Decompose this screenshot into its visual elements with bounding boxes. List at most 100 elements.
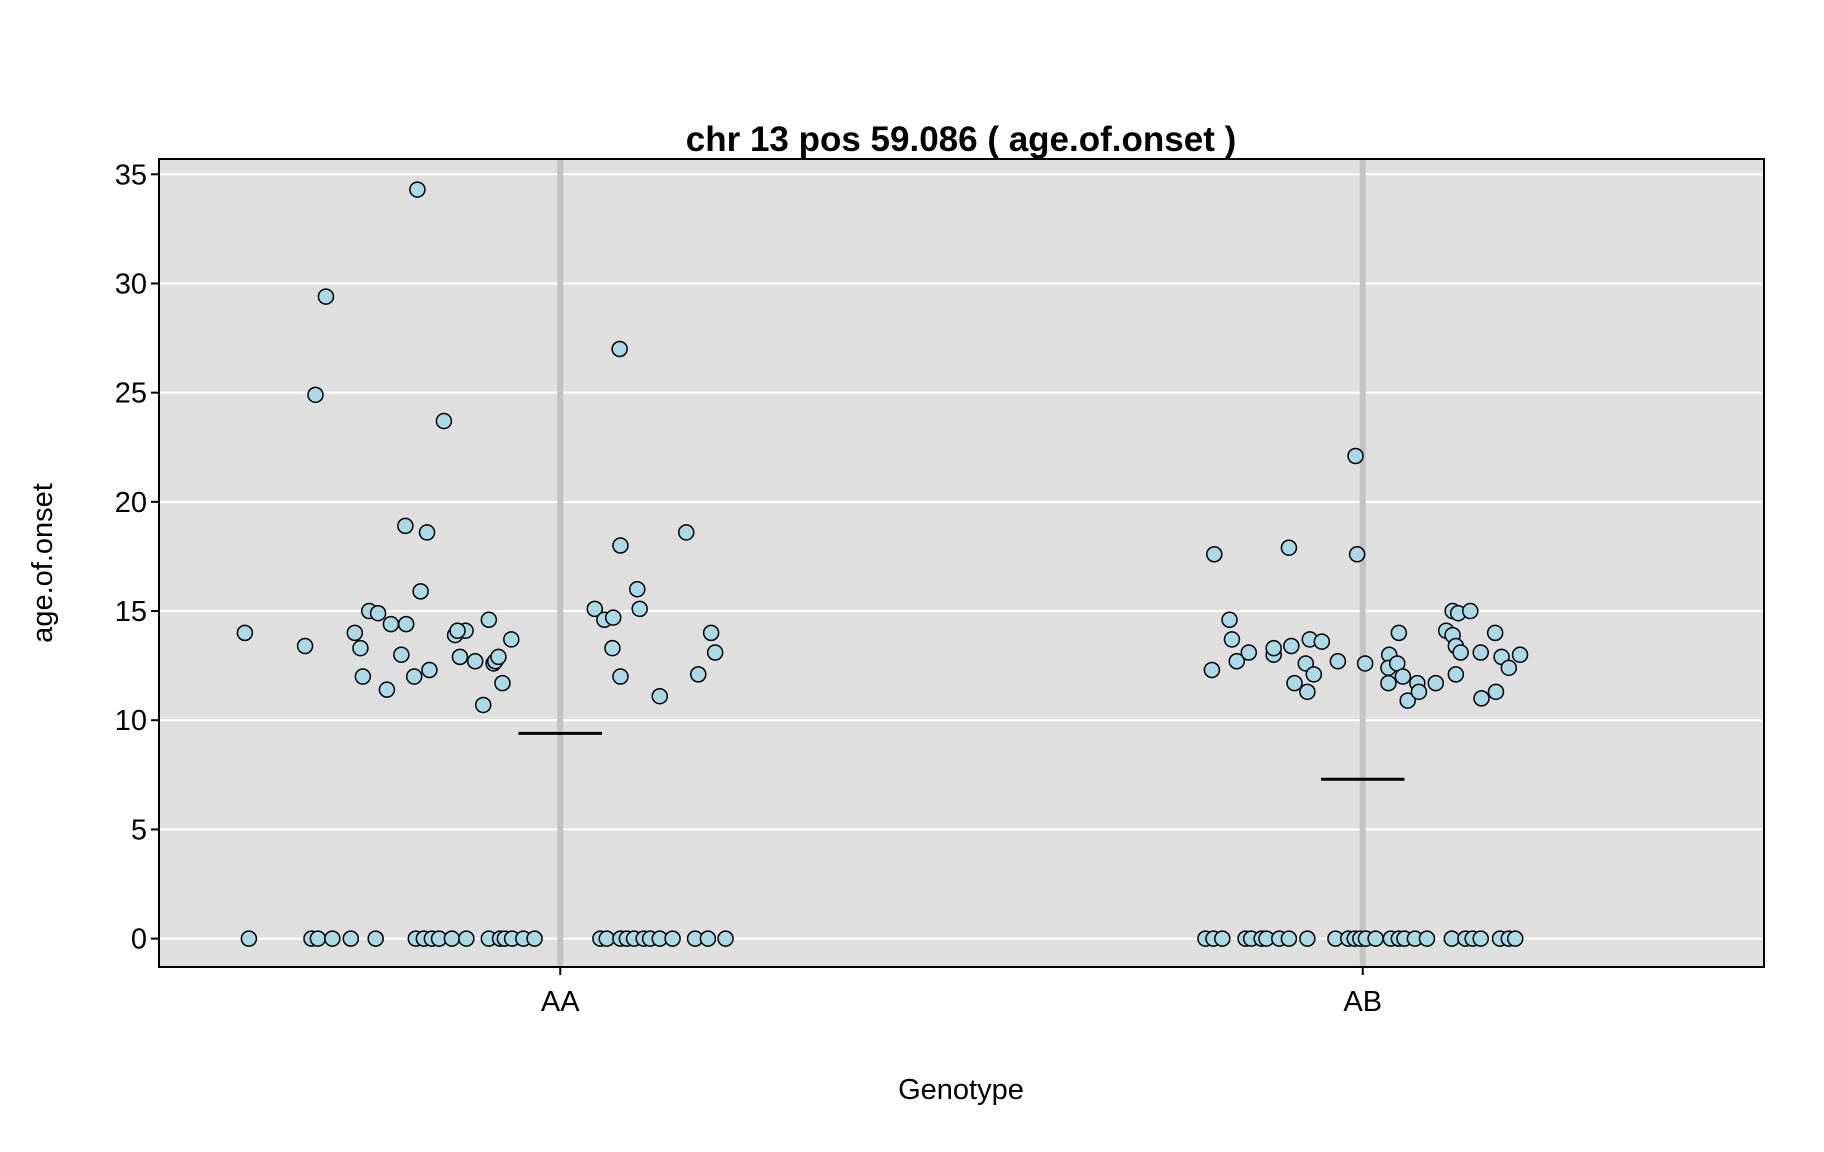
data-point-AB	[1283, 637, 1300, 655]
data-point-AA	[236, 624, 254, 642]
data-point-AA	[490, 648, 507, 666]
plot-border	[158, 158, 1765, 968]
data-point-AB	[1347, 447, 1364, 465]
y-tick-label-10: 10	[115, 705, 147, 737]
data-points	[236, 181, 1529, 947]
data-point-AB	[1214, 930, 1231, 947]
data-point-AA	[307, 386, 324, 404]
x-axis-ticks: AA AB	[541, 967, 1382, 1018]
data-point-AB	[1297, 655, 1315, 672]
data-point-AA	[354, 668, 372, 685]
data-point-AB	[1329, 653, 1347, 670]
data-point-AA	[604, 609, 622, 626]
data-point-AA	[706, 644, 724, 661]
y-tick-label-35: 35	[115, 159, 147, 191]
data-point-AB	[1472, 644, 1489, 661]
grid-lines	[159, 173, 1764, 940]
data-point-AA	[604, 639, 621, 657]
data-point-AB	[1486, 624, 1504, 642]
chart-title: chr 13 pos 59.086 ( age.of.onset )	[686, 120, 1236, 159]
data-point-AB	[1221, 611, 1238, 629]
data-point-AA	[412, 583, 429, 600]
data-point-AB	[1390, 624, 1408, 642]
data-point-AB	[1240, 644, 1258, 661]
data-point-AA	[342, 930, 360, 947]
data-point-AA	[409, 181, 426, 198]
data-point-AB	[1280, 930, 1298, 947]
data-point-AA	[503, 631, 520, 648]
data-point-AB	[1399, 692, 1416, 709]
y-axis-label: age.of.onset	[27, 483, 59, 643]
x-tick-label-AA: AA	[541, 986, 580, 1018]
y-tick-label-0: 0	[131, 924, 147, 956]
data-point-AB	[1203, 661, 1221, 679]
data-point-AA	[611, 340, 628, 358]
data-point-AA	[690, 666, 707, 683]
data-point-AB	[1280, 539, 1298, 556]
data-point-AA	[421, 661, 438, 679]
data-point-AB	[1305, 666, 1323, 683]
data-point-AA	[369, 604, 387, 622]
data-point-AB	[1443, 930, 1461, 947]
data-point-AA	[346, 624, 364, 642]
data-point-AA	[651, 687, 669, 705]
data-point-AB	[1286, 674, 1303, 692]
data-point-AA	[480, 611, 498, 629]
data-point-AA	[631, 600, 648, 618]
data-point-AB	[1299, 930, 1316, 947]
data-point-AA	[458, 930, 475, 947]
data-point-AB	[1380, 674, 1397, 692]
data-point-AA	[378, 681, 396, 698]
data-point-AA	[393, 646, 410, 663]
x-tick-label-AB: AB	[1343, 986, 1382, 1018]
data-point-AA	[526, 930, 543, 947]
data-point-AA	[397, 517, 414, 535]
data-point-AB	[1462, 602, 1479, 620]
data-point-AA	[443, 930, 461, 947]
y-tick-label-20: 20	[115, 487, 147, 519]
data-point-AA	[702, 624, 720, 642]
data-point-AB	[1506, 930, 1524, 947]
data-point-AA	[240, 930, 258, 947]
data-point-AB	[1228, 653, 1246, 670]
data-point-AA	[317, 288, 335, 305]
data-point-AB	[1367, 930, 1384, 947]
y-tick-label-15: 15	[115, 596, 147, 628]
data-point-AB	[1348, 546, 1366, 563]
data-point-AA	[699, 930, 717, 947]
data-point-AA	[324, 930, 341, 947]
data-point-AA	[598, 930, 616, 947]
data-point-AA	[612, 668, 629, 685]
data-point-AB	[1410, 683, 1428, 701]
mean-markers	[518, 731, 1405, 781]
data-point-AB	[1473, 690, 1490, 707]
plot-panel	[159, 159, 1764, 967]
data-point-AA	[677, 524, 695, 541]
data-point-AA	[474, 696, 492, 714]
data-point-AB	[1313, 633, 1331, 650]
y-axis-ticks: 0 5 10 15 20 25 30 35	[115, 159, 159, 956]
data-point-AA	[418, 524, 436, 541]
data-point-AA	[449, 622, 466, 639]
data-point-AA	[296, 637, 314, 655]
data-point-AB	[1299, 683, 1316, 701]
data-point-AA	[494, 674, 511, 692]
data-point-AB	[1394, 668, 1412, 685]
data-point-AB	[1418, 930, 1436, 947]
y-tick-label-30: 30	[115, 268, 147, 300]
data-point-AA	[397, 615, 415, 633]
y-tick-label-25: 25	[115, 378, 147, 410]
data-point-AA	[405, 668, 423, 685]
data-point-AB	[1452, 644, 1469, 661]
data-point-AA	[367, 930, 384, 947]
y-tick-label-5: 5	[131, 814, 147, 846]
data-point-AA	[352, 639, 369, 657]
data-point-AA	[612, 537, 629, 554]
data-point-AA	[466, 653, 484, 670]
data-point-AA	[382, 615, 400, 633]
x-axis-label: Genotype	[898, 1074, 1024, 1106]
data-point-AA	[586, 600, 604, 618]
data-point-AA	[717, 930, 734, 947]
data-point-AB	[1223, 631, 1241, 648]
